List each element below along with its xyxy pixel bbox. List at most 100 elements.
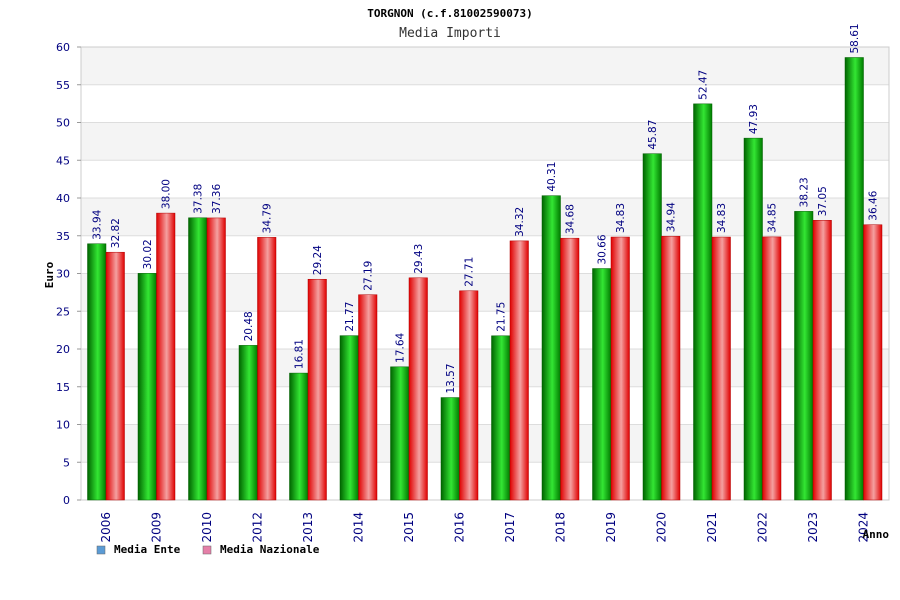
x-tick-label: 2015: [402, 512, 416, 543]
legend-label-media-nazionale: Media Nazionale: [220, 543, 320, 556]
bar: [762, 236, 782, 501]
bar: [206, 217, 226, 501]
bar: [711, 236, 731, 501]
legend-label-media-ente: Media Ente: [114, 543, 181, 556]
y-tick-label: 35: [56, 230, 70, 243]
y-tick-label: 55: [56, 79, 70, 92]
grid-band: [81, 47, 889, 85]
bar: [390, 366, 410, 501]
bar-value-label: 29.24: [312, 245, 324, 275]
bar: [863, 224, 883, 501]
bar: [105, 251, 125, 501]
grid-band: [81, 122, 889, 161]
bar: [440, 397, 460, 501]
bar-value-label: 34.79: [262, 203, 274, 233]
bar-value-label: 17.64: [395, 332, 407, 362]
x-axis-label: Anno: [863, 528, 890, 541]
bar-value-label: 30.02: [142, 239, 154, 269]
y-tick-label: 40: [56, 192, 70, 205]
bar: [156, 212, 176, 501]
bar: [459, 290, 479, 501]
y-tick-label: 30: [56, 268, 70, 281]
bar-value-label: 32.82: [110, 218, 122, 248]
y-tick-label: 60: [56, 41, 70, 54]
bar: [661, 235, 681, 501]
y-tick-label: 20: [56, 343, 70, 356]
y-tick-label: 15: [56, 381, 70, 394]
bars: [87, 57, 883, 501]
bar-value-label: 38.23: [799, 177, 811, 207]
bar-value-label: 34.32: [514, 207, 526, 237]
bar-value-label: 34.94: [666, 202, 678, 232]
bar: [509, 240, 529, 501]
bar: [844, 57, 864, 501]
legend-swatch-media-nazionale: [202, 545, 212, 555]
bar: [137, 273, 157, 501]
bar: [358, 294, 378, 501]
y-tick-label: 5: [63, 456, 70, 469]
legend-swatch-media-ente: [96, 545, 106, 555]
y-tick-label: 50: [56, 117, 70, 130]
bar: [541, 195, 561, 501]
bar-value-label: 47.93: [748, 104, 760, 134]
x-tick-label: 2022: [756, 512, 770, 543]
bar-value-label: 27.71: [464, 257, 476, 287]
bar-value-label: 36.46: [868, 190, 880, 220]
x-tick-label: 2012: [251, 512, 265, 543]
bar: [592, 268, 612, 501]
bar: [307, 278, 327, 501]
bar: [491, 335, 511, 501]
bar-value-label: 38.00: [161, 179, 173, 209]
bar-value-label: 37.38: [193, 184, 205, 214]
bar-value-label: 58.61: [849, 23, 861, 53]
bar: [339, 335, 359, 501]
y-axis-label: Euro: [43, 261, 56, 288]
x-tick-label: 2016: [453, 512, 467, 543]
bar-value-label: 27.19: [363, 261, 375, 291]
bar: [87, 243, 107, 501]
bar-value-label: 37.05: [817, 186, 829, 216]
x-tick-label: 2014: [352, 512, 366, 543]
bar: [610, 236, 630, 501]
x-tick-label: 2023: [806, 512, 820, 543]
bar: [188, 217, 208, 501]
bar-value-label: 21.77: [344, 302, 356, 332]
bar-value-label: 34.85: [767, 203, 779, 233]
bar: [743, 137, 763, 501]
bar: [794, 211, 814, 501]
bar: [693, 103, 713, 501]
bar-value-label: 52.47: [698, 70, 710, 100]
x-tick-label: 2009: [150, 512, 164, 543]
bar-value-label: 45.87: [647, 120, 659, 150]
bar-value-label: 33.94: [92, 209, 104, 239]
bar-value-label: 30.66: [597, 234, 609, 264]
bar-value-label: 29.43: [413, 244, 425, 274]
x-axis-ticks: 2006 2009 2010 2012 2013 2014 2015 2016 2017 2018…: [99, 512, 871, 543]
x-tick-label: 2006: [99, 512, 113, 543]
y-tick-label: 0: [63, 494, 70, 507]
bar-value-label: 21.75: [496, 302, 508, 332]
bar: [560, 237, 580, 501]
x-tick-label: 2024: [857, 512, 871, 543]
bar-value-label: 20.48: [243, 311, 255, 341]
x-tick-label: 2019: [604, 512, 618, 543]
x-tick-label: 2020: [655, 512, 669, 543]
bar: [812, 220, 832, 501]
x-tick-label: 2017: [503, 512, 517, 543]
bar: [408, 277, 428, 501]
x-tick-label: 2018: [554, 512, 568, 543]
bar: [257, 237, 277, 501]
y-axis-ticks: 0 5 10 15 20 25 30 35 40 45 50 55 60: [56, 41, 81, 507]
bar-value-label: 34.83: [716, 203, 728, 233]
bar-value-label: 34.68: [565, 204, 577, 234]
grid-band: [81, 84, 889, 123]
value-labels: 33.94 32.82 30.02 38.00 37.38 37.36 20.48 34.79…: [92, 23, 880, 393]
y-tick-label: 25: [56, 305, 70, 318]
bar-value-label: 13.57: [445, 363, 457, 393]
chart-subtitle: Media Importi: [399, 26, 501, 41]
chart-title: TORGNON (c.f.81002590073): [367, 7, 533, 20]
bar: [289, 372, 309, 501]
bar-value-label: 40.31: [546, 162, 558, 192]
x-tick-label: 2021: [705, 512, 719, 543]
